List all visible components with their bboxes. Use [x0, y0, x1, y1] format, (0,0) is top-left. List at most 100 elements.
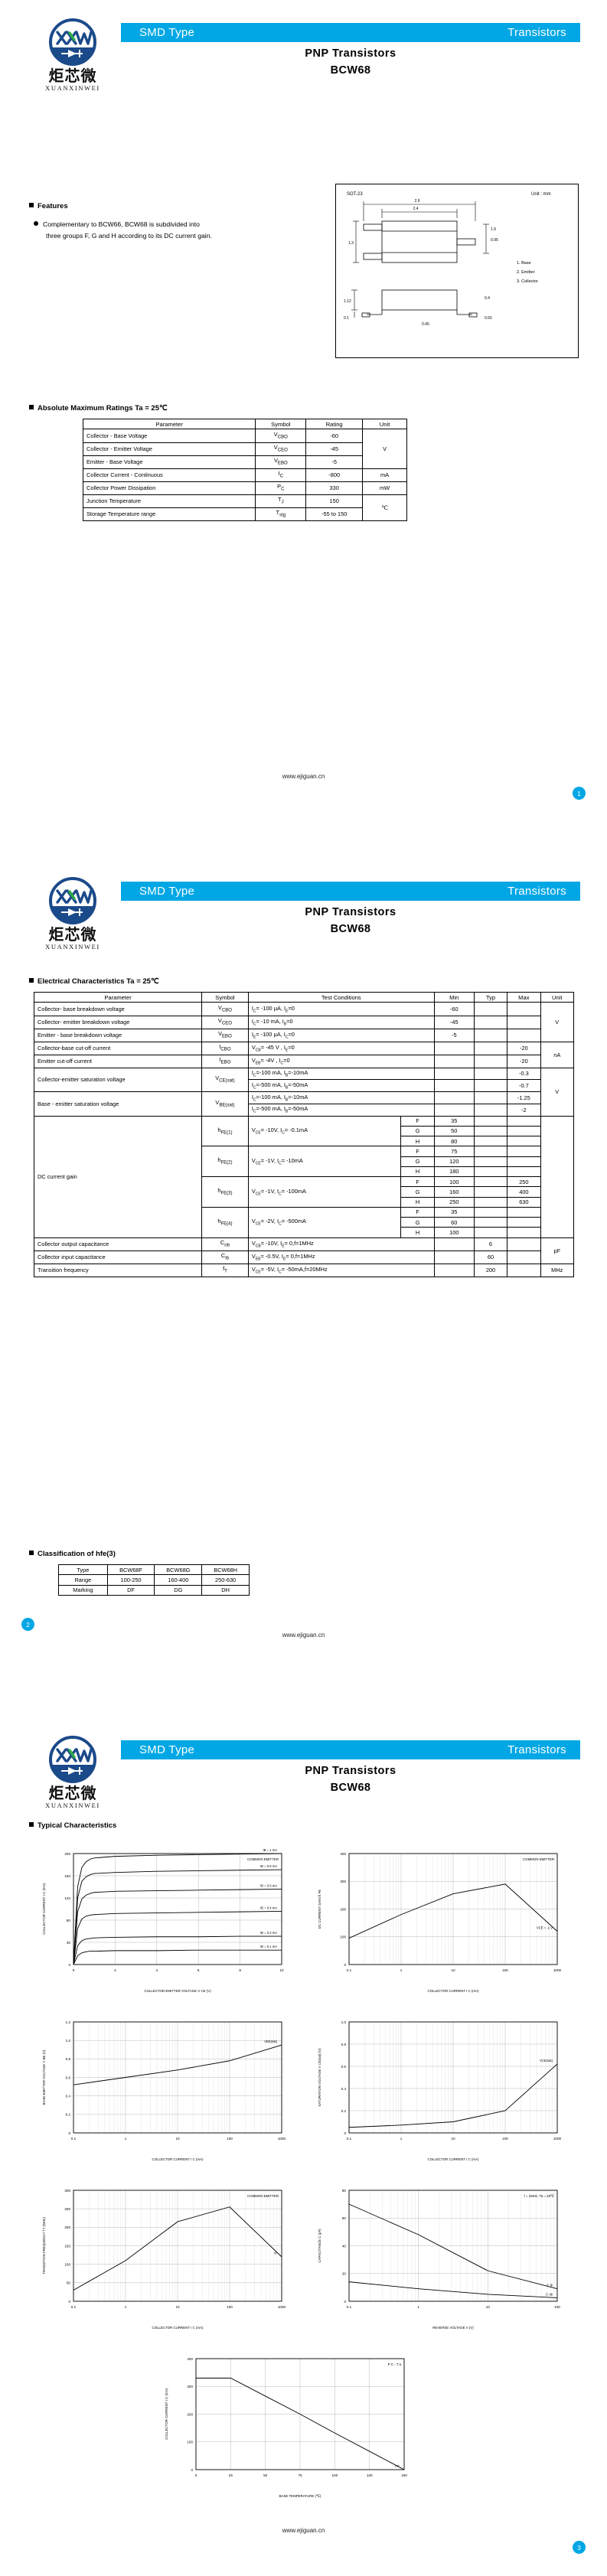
product-line-title: PNP Transistors	[305, 906, 397, 918]
cell-typ: 200	[473, 1263, 508, 1277]
table-row: IC=-500 mA, IB=-50mA -0.7	[34, 1079, 574, 1093]
col-max: Max	[507, 991, 541, 1003]
cell-min: -5	[433, 1028, 475, 1042]
chart-5: 0.1 1 10 100 1000 0 50 100 150 200 250 300 fT COMMON …	[38, 2175, 291, 2332]
footer-url-2[interactable]: www.ejiguan.cn	[282, 1632, 325, 1639]
cell-symbol: ICBO	[201, 1041, 249, 1055]
svg-text:1000: 1000	[553, 2137, 562, 2141]
cell-typ	[473, 1176, 508, 1188]
cell-rating: -60	[305, 429, 364, 443]
cell-max	[507, 1015, 541, 1029]
svg-text:VBE(sat): VBE(sat)	[264, 2040, 277, 2043]
svg-text:fT: fT	[274, 2252, 277, 2255]
product-line-title: PNP Transistors	[305, 47, 397, 60]
table-row: H 100	[34, 1227, 574, 1238]
page-number-2: 2	[21, 1618, 34, 1631]
svg-text:120: 120	[64, 1896, 70, 1900]
table-row: H 80	[34, 1136, 574, 1147]
cell-symbol: IEBO	[201, 1054, 249, 1068]
footer-url-1[interactable]: www.ejiguan.cn	[282, 773, 325, 780]
title-bar-right: Transistors	[507, 885, 566, 898]
chart-4: 0.1 1 10 100 1000 0 0.2 0.4 0.6 0.8 1.0 VCE(sat) COL…	[314, 2007, 566, 2164]
cell-value: DH	[201, 1584, 250, 1596]
table-row: Collector-base cut-off current ICBO VCB= -…	[33, 1041, 575, 1068]
cell-value: 100-250	[106, 1574, 155, 1586]
package-label: SOT-23	[347, 192, 363, 197]
cell-max: -20	[507, 1054, 541, 1068]
cell-conditions: IC=-500 mA, IB=-50mA	[247, 1079, 435, 1093]
cell-parameter: Collector- base breakdown voltage	[33, 1002, 203, 1016]
cell-conditions: VCB= -45 V , IE=0	[247, 1041, 435, 1055]
cell-parameter: Storage Temperature range	[82, 507, 256, 521]
svg-text:0.8: 0.8	[341, 2043, 347, 2046]
svg-text:10: 10	[451, 1968, 455, 1972]
table-row: Range 100-250 160-400 250-630	[58, 1574, 250, 1586]
svg-text:100: 100	[502, 2137, 508, 2141]
title-bar-left: SMD Type	[139, 26, 195, 39]
cell-parameter: Collector Power Dissipation	[82, 481, 256, 495]
svg-text:100: 100	[227, 2305, 233, 2309]
pin-2-label: 2. Emitter	[517, 270, 535, 275]
cell-symbol: VCBO	[255, 429, 307, 443]
page-2: 炬芯微 XUANXINWEI SMD Type Transistors PNP …	[0, 859, 607, 1717]
cell-symbol: VEBO	[255, 455, 307, 469]
cell-max	[507, 1206, 541, 1218]
dim-f: 0.4	[485, 296, 490, 301]
dim-a: 2.9	[415, 199, 420, 204]
cell-typ	[473, 1079, 508, 1093]
svg-text:COLLECTOR CURRENT I C (mA): COLLECTOR CURRENT I C (mA)	[428, 2157, 479, 2161]
cell-parameter: Junction Temperature	[82, 494, 256, 508]
package-unit-label: Unit : mm	[531, 192, 551, 197]
table-row: DC current gain hFE(1) VCE= -10V, IC= -0.1…	[33, 1115, 575, 1238]
table-row: hFE(4) VCE= -2V, IC= -500mA F 35	[34, 1206, 574, 1238]
cell-typ	[473, 1028, 508, 1042]
cell-parameter: Emitter cut-off current	[33, 1054, 203, 1068]
svg-text:0.1: 0.1	[71, 2305, 77, 2309]
table-row: Base - emitter saturation voltage VBE(sat…	[33, 1091, 574, 1117]
table-row: Collector output capacitance Cob VCB= -10V…	[33, 1237, 575, 1264]
svg-text:C ib: C ib	[547, 2284, 553, 2287]
svg-text:SATURATION VOLTAGE V CE(sat): SATURATION VOLTAGE V CE(sat) (V)	[318, 2048, 321, 2107]
cell-typ	[473, 1015, 508, 1029]
svg-text:1000: 1000	[278, 2137, 286, 2141]
svg-text:50: 50	[263, 2473, 268, 2477]
svg-text:40: 40	[342, 2244, 347, 2248]
square-bullet-icon	[29, 405, 34, 409]
cell-min	[433, 1091, 475, 1104]
svg-text:300: 300	[340, 1880, 346, 1883]
cell-unit: ℃	[362, 494, 407, 521]
classification-heading: Classification of hfe(3)	[29, 1550, 116, 1558]
cell-symbol: hFE(2)	[201, 1146, 249, 1178]
footer-url-3[interactable]: www.ejiguan.cn	[282, 2527, 325, 2534]
table-row: G 160 400	[34, 1186, 574, 1198]
cell-unit: mA	[362, 468, 407, 482]
logo-chinese-name: 炬芯微	[48, 67, 97, 85]
svg-text:40: 40	[67, 1941, 71, 1945]
logo-chinese-name: 炬芯微	[48, 1784, 97, 1802]
cell-max: -2	[507, 1103, 541, 1117]
cell-typ	[473, 1041, 508, 1055]
svg-text:1.0: 1.0	[341, 2020, 347, 2024]
classification-table: Type BCW68F BCW68G BCW68H Range 100-250 160-40…	[58, 1564, 250, 1596]
chart-1: 0 2 4 6 8 10 0 40 80 120 160 200 IB = 1 mA IB = 0.8 m…	[38, 1838, 291, 1995]
col-min: Min	[433, 991, 475, 1003]
svg-text:0.2: 0.2	[66, 2113, 71, 2117]
cell-grade: F	[400, 1206, 435, 1218]
cell-min: 100	[433, 1176, 475, 1188]
cell-typ	[473, 1125, 508, 1137]
square-bullet-icon	[29, 978, 34, 983]
svg-text:250: 250	[64, 2207, 70, 2211]
svg-text:150: 150	[64, 2244, 70, 2248]
logo-pinyin-name: XUANXINWEI	[45, 943, 100, 951]
cell-max	[507, 1237, 541, 1251]
table-row: Transition frequency fT VCE= -5V, IC= -50m…	[33, 1263, 575, 1277]
svg-text:100: 100	[331, 2473, 338, 2477]
cell-typ	[473, 1156, 508, 1167]
table-row: Storage Temperature range Tstg -55 to 150	[82, 507, 407, 521]
cell-parameter: Emitter - base breakdown voltage	[33, 1028, 203, 1042]
cell-max	[507, 1136, 541, 1147]
svg-text:0: 0	[195, 2473, 197, 2477]
cell-value: DF	[106, 1584, 155, 1596]
cell-min: 160	[433, 1186, 475, 1198]
cell-min	[433, 1079, 475, 1093]
